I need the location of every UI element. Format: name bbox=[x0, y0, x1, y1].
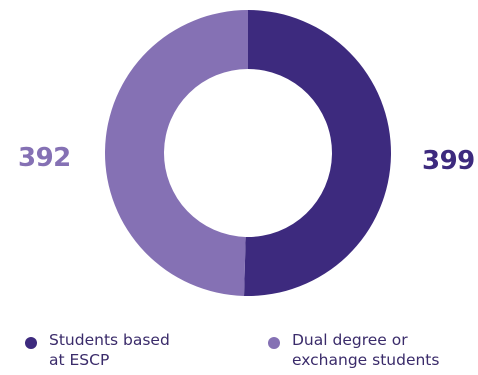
value-label-escp: 399 bbox=[422, 146, 475, 176]
legend-label-dual-degree: Dual degree or exchange students bbox=[292, 330, 439, 370]
donut-slices bbox=[104, 10, 391, 296]
value-label-dual-degree: 392 bbox=[18, 143, 71, 173]
legend-swatch-escp bbox=[25, 337, 37, 349]
legend-label-dual-degree-line2: exchange students bbox=[292, 351, 440, 369]
legend-label-escp-line1: Students based bbox=[49, 331, 170, 349]
legend: Students based at ESCP Dual degree or ex… bbox=[0, 330, 478, 375]
donut-chart bbox=[104, 10, 391, 296]
legend-swatch-dual-degree bbox=[268, 337, 280, 349]
legend-label-escp-line2: at ESCP bbox=[49, 351, 110, 369]
legend-label-dual-degree-line1: Dual degree or bbox=[292, 331, 408, 349]
donut-slice-escp bbox=[244, 10, 391, 296]
donut-slice-dual-degree bbox=[104, 10, 249, 296]
legend-label-escp: Students based at ESCP bbox=[49, 330, 170, 370]
